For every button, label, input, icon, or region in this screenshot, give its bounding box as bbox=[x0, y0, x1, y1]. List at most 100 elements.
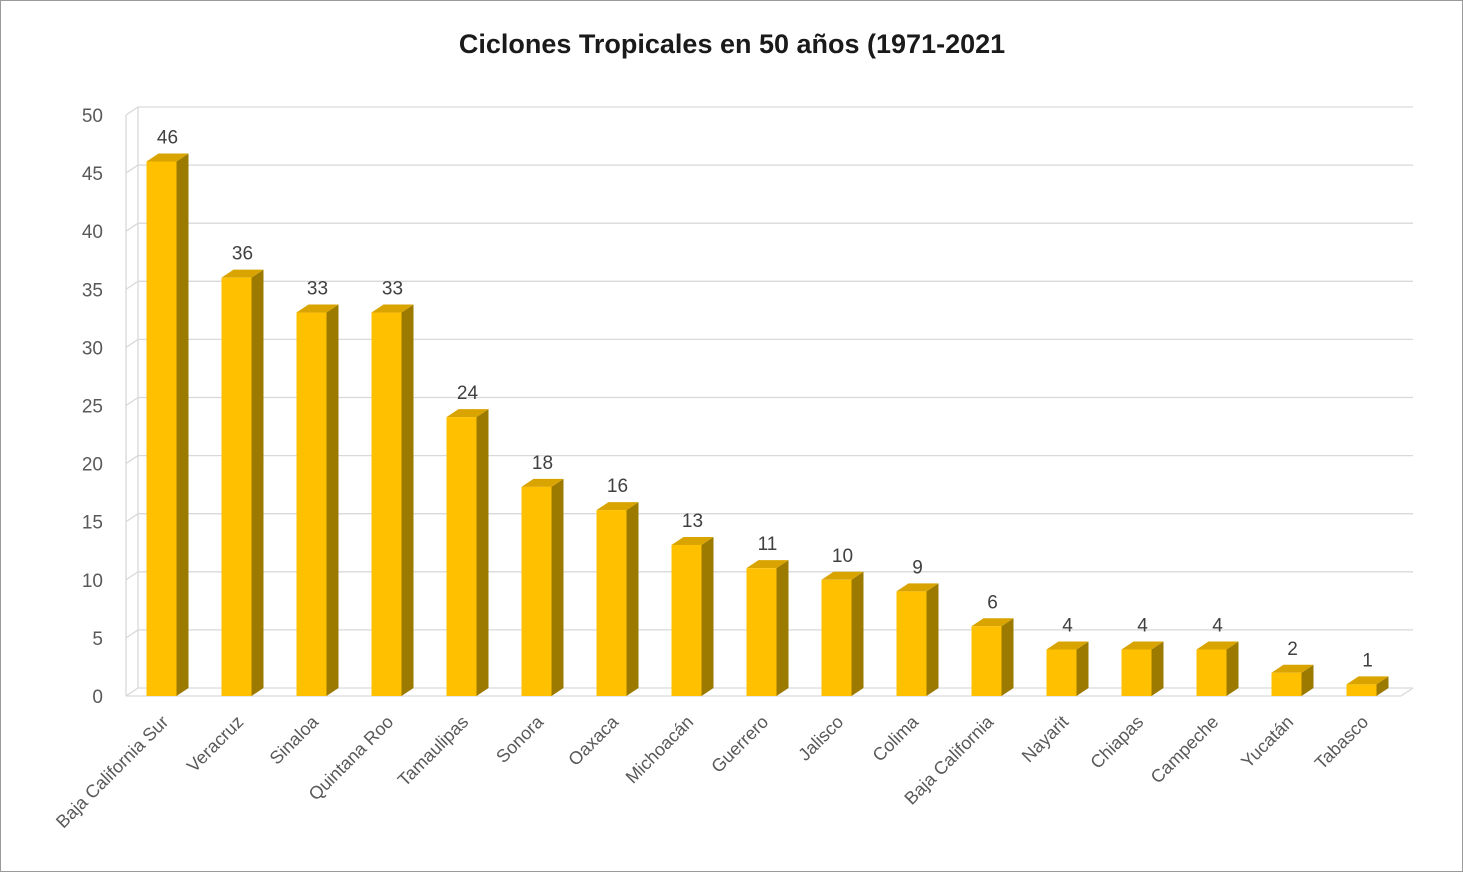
bar-side bbox=[1301, 664, 1314, 696]
bar-side bbox=[1001, 618, 1014, 696]
data-label: 13 bbox=[682, 511, 703, 532]
bar-front bbox=[1121, 649, 1152, 696]
bar-front bbox=[521, 486, 552, 696]
data-label: 33 bbox=[382, 279, 403, 300]
bar-top bbox=[1271, 664, 1314, 673]
bar-top bbox=[746, 560, 789, 569]
x-tick-label: Baja California Sur bbox=[52, 712, 172, 832]
y-tick-label: 45 bbox=[82, 164, 103, 185]
gridline-depth bbox=[125, 571, 139, 581]
x-tick-label: Yucatán bbox=[1237, 712, 1297, 772]
bar bbox=[971, 618, 1014, 696]
gridline-depth bbox=[125, 222, 139, 232]
x-tick-label: Guerrero bbox=[707, 712, 772, 777]
bar-top bbox=[221, 269, 264, 278]
bar-front bbox=[221, 277, 252, 696]
bar-front bbox=[296, 312, 327, 696]
bar-front bbox=[371, 312, 402, 696]
bar-top bbox=[446, 409, 489, 418]
bar-side bbox=[926, 583, 939, 696]
bar-front bbox=[896, 591, 927, 696]
bar-side bbox=[476, 409, 489, 696]
gridline-depth bbox=[125, 687, 139, 697]
y-tick-label: 30 bbox=[82, 338, 103, 359]
bar-side bbox=[176, 153, 189, 697]
data-label: 36 bbox=[232, 244, 253, 265]
bar-side bbox=[1151, 641, 1164, 696]
bar-top bbox=[821, 571, 864, 580]
y-tick-label: 35 bbox=[82, 280, 103, 301]
bar-front bbox=[671, 544, 702, 696]
x-tick-label: Oaxaca bbox=[564, 711, 623, 770]
bar bbox=[521, 478, 564, 696]
x-axis-ticks: Baja California Sur Veracruz SinaloaQuinta… bbox=[52, 711, 1372, 832]
data-label: 24 bbox=[457, 383, 479, 404]
bar-top bbox=[521, 478, 564, 487]
bar bbox=[296, 304, 339, 696]
bar bbox=[746, 560, 789, 696]
bar-top bbox=[596, 502, 639, 511]
bar-top bbox=[1196, 641, 1239, 650]
bar-front bbox=[446, 417, 477, 696]
y-tick-label: 50 bbox=[82, 106, 103, 127]
bar bbox=[1346, 676, 1389, 696]
gridline-depth bbox=[125, 513, 139, 523]
data-label: 10 bbox=[832, 546, 853, 567]
x-tick-label: Sinaloa bbox=[266, 711, 323, 768]
bar-top bbox=[1121, 641, 1164, 650]
bar-side bbox=[626, 502, 639, 696]
data-label: 4 bbox=[1062, 616, 1073, 637]
data-label: 33 bbox=[307, 279, 328, 300]
data-label: 2 bbox=[1287, 639, 1298, 660]
bar bbox=[671, 536, 714, 696]
chart-title: Ciclones Tropicales en 50 años (1971-202… bbox=[459, 29, 1005, 59]
bar bbox=[446, 409, 489, 696]
gridline-depth bbox=[125, 396, 139, 407]
data-label: 1 bbox=[1362, 650, 1373, 671]
bar-side bbox=[251, 269, 264, 696]
x-tick-label: Sonora bbox=[492, 711, 548, 767]
bar-front bbox=[1271, 672, 1302, 696]
data-label: 11 bbox=[758, 534, 778, 555]
bar-top bbox=[1346, 676, 1389, 685]
gridline-depth bbox=[125, 338, 139, 348]
bar-front bbox=[146, 161, 177, 697]
bars bbox=[146, 153, 1389, 697]
bar-side bbox=[701, 536, 714, 696]
bar-front bbox=[821, 579, 852, 696]
x-tick-label: Nayarit bbox=[1018, 712, 1072, 766]
bar-top bbox=[896, 583, 939, 592]
bar-front bbox=[1196, 649, 1227, 696]
bar-side bbox=[401, 304, 414, 696]
bar-side bbox=[1076, 641, 1089, 696]
data-label: 18 bbox=[532, 453, 553, 474]
x-tick-label: Tamaulipas bbox=[394, 712, 473, 791]
y-tick-label: 20 bbox=[82, 455, 103, 476]
data-label: 4 bbox=[1212, 616, 1223, 637]
bar bbox=[896, 583, 939, 696]
bar-top bbox=[371, 304, 414, 313]
data-label: 6 bbox=[987, 592, 998, 613]
data-label: 9 bbox=[912, 557, 923, 578]
y-tick-label: 25 bbox=[82, 397, 103, 418]
bar-front bbox=[746, 568, 777, 696]
bar-side bbox=[776, 560, 789, 696]
floor-edge-right bbox=[1400, 687, 1414, 697]
bar bbox=[1121, 641, 1164, 696]
bar-top bbox=[296, 304, 339, 313]
bar bbox=[821, 571, 864, 696]
y-tick-label: 5 bbox=[92, 629, 103, 650]
x-tick-label: Colima bbox=[869, 711, 923, 765]
x-tick-label: Campeche bbox=[1147, 712, 1223, 788]
data-labels: 46 36 33 33 24 18 16 13 11 10 9 6 4 4 4 2 1 bbox=[157, 127, 1373, 671]
bar-top bbox=[971, 618, 1014, 627]
bar-side bbox=[1226, 641, 1239, 696]
bar bbox=[221, 269, 264, 696]
bar-front bbox=[596, 510, 627, 696]
bar-side bbox=[1376, 676, 1389, 696]
y-tick-label: 40 bbox=[82, 222, 103, 243]
bar-top bbox=[1046, 641, 1089, 650]
y-tick-label: 15 bbox=[82, 513, 103, 534]
x-tick-label: Tabasco bbox=[1311, 712, 1373, 774]
